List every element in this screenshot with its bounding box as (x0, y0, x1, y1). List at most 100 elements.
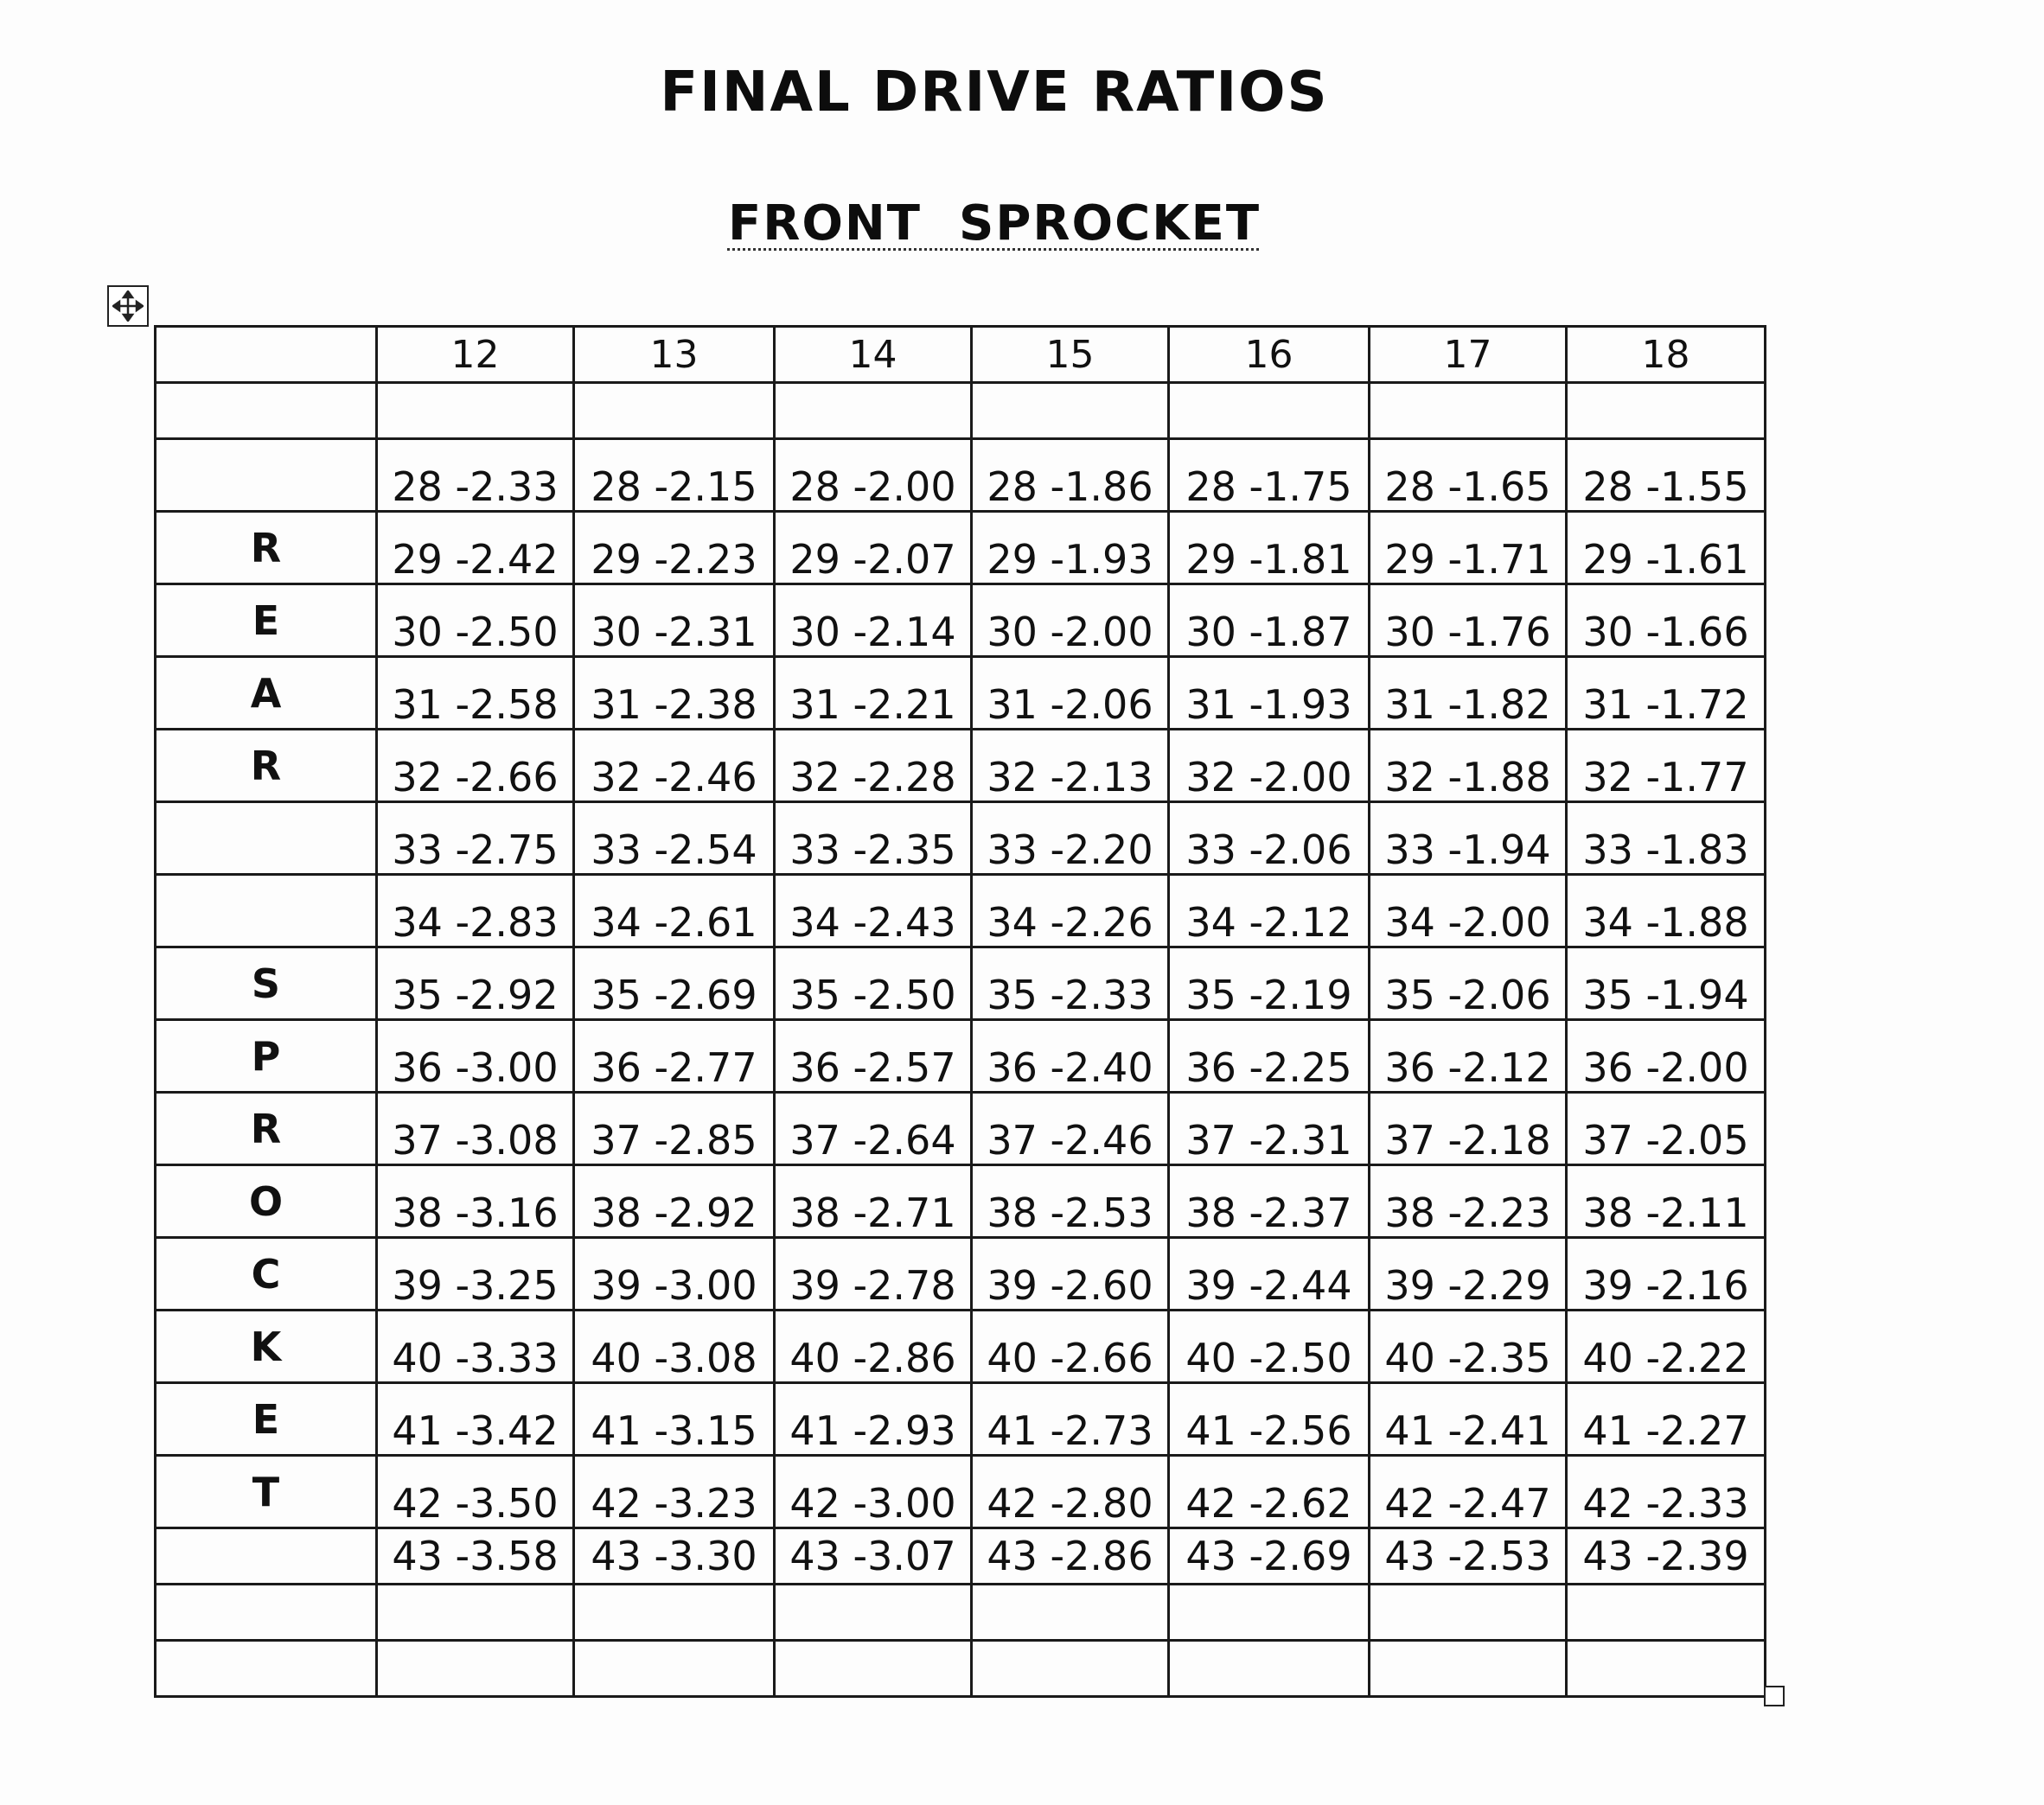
empty-cell (1368, 1639, 1568, 1698)
ratio-cell: 30 -1.66 (1565, 583, 1766, 658)
ratio-cell: 37 -2.31 (1167, 1091, 1370, 1166)
ratio-cell: 34 -1.88 (1565, 873, 1766, 948)
ratio-cell: 39 -2.44 (1167, 1236, 1370, 1311)
blank-row (154, 1583, 1766, 1642)
ratio-cell: 41 -2.56 (1167, 1381, 1370, 1457)
rear-sprocket-label-letter: T (154, 1454, 378, 1529)
table-row: P 36 -3.00 36 -2.77 36 -2.57 36 -2.40 36 -2.2… (154, 1018, 1766, 1094)
ratio-cell: 33 -2.20 (970, 800, 1170, 876)
rear-sprocket-label-letter: P (154, 1018, 378, 1094)
ratio-cell: 38 -2.71 (773, 1164, 973, 1239)
final-drive-table: 12 13 14 15 16 17 18 28 -2.33 28 -2.15 28 … (154, 325, 1766, 1698)
empty-cell (154, 381, 378, 440)
ratio-cell: 34 -2.61 (572, 873, 776, 948)
empty-cell (1368, 1583, 1568, 1642)
ratio-cell: 28 -1.75 (1167, 437, 1370, 513)
ratio-cell: 31 -2.21 (773, 655, 973, 730)
table-row: 34 -2.83 34 -2.61 34 -2.43 34 -2.26 34 -2.12… (154, 873, 1766, 948)
ratio-cell: 32 -2.13 (970, 728, 1170, 803)
rear-sprocket-label-letter (154, 800, 378, 876)
ratio-cell: 32 -2.28 (773, 728, 973, 803)
ratio-cell: 31 -1.82 (1368, 655, 1568, 730)
ratio-cell: 36 -2.00 (1565, 1018, 1766, 1094)
ratio-cell: 30 -2.31 (572, 583, 776, 658)
front-sprocket-header: 13 (572, 325, 776, 384)
ratio-cell: 35 -2.06 (1368, 946, 1568, 1021)
ratio-cell: 37 -2.46 (970, 1091, 1170, 1166)
empty-cell (375, 1639, 575, 1698)
ratio-cell: 38 -2.37 (1167, 1164, 1370, 1239)
ratio-cell: 42 -2.62 (1167, 1454, 1370, 1529)
ratio-cell: 36 -2.12 (1368, 1018, 1568, 1094)
ratio-cell: 29 -2.07 (773, 510, 973, 585)
section-heading: FRONT SPROCKET (0, 195, 1989, 252)
ratio-cell: 41 -3.15 (572, 1381, 776, 1457)
table-row: 33 -2.75 33 -2.54 33 -2.35 33 -2.20 33 -2.06… (154, 800, 1766, 876)
ratio-cell: 41 -3.42 (375, 1381, 575, 1457)
ratio-cell: 29 -1.81 (1167, 510, 1370, 585)
ratio-cell: 32 -2.66 (375, 728, 575, 803)
rear-sprocket-label-letter (154, 1527, 378, 1585)
ratio-cell: 36 -2.57 (773, 1018, 973, 1094)
ratio-cell: 34 -2.00 (1368, 873, 1568, 948)
ratio-cell: 33 -2.35 (773, 800, 973, 876)
empty-cell (154, 1639, 378, 1698)
empty-cell (1565, 381, 1766, 440)
ratio-cell: 43 -2.69 (1167, 1527, 1370, 1585)
table-row: R 37 -3.08 37 -2.85 37 -2.64 37 -2.46 37 -2.3… (154, 1091, 1766, 1166)
empty-cell (773, 1639, 973, 1698)
ratio-cell: 38 -2.23 (1368, 1164, 1568, 1239)
ratio-cell: 28 -2.00 (773, 437, 973, 513)
table-row: A 31 -2.58 31 -2.38 31 -2.21 31 -2.06 31 -1.9… (154, 655, 1766, 730)
ratio-cell: 30 -2.14 (773, 583, 973, 658)
section-heading-text: FRONT SPROCKET (727, 195, 1262, 252)
ratio-cell: 37 -2.85 (572, 1091, 776, 1166)
ratio-cell: 31 -2.06 (970, 655, 1170, 730)
rear-sprocket-label-letter (154, 437, 378, 513)
table-resize-handle[interactable] (1764, 1686, 1785, 1706)
ratio-cell: 40 -3.33 (375, 1309, 575, 1384)
ratio-cell: 34 -2.43 (773, 873, 973, 948)
ratio-cell: 37 -2.18 (1368, 1091, 1568, 1166)
ratio-cell: 31 -1.93 (1167, 655, 1370, 730)
ratio-cell: 29 -1.71 (1368, 510, 1568, 585)
ratio-cell: 43 -2.86 (970, 1527, 1170, 1585)
ratio-cell: 33 -1.94 (1368, 800, 1568, 876)
empty-cell (1167, 1639, 1370, 1698)
move-arrows-icon (112, 290, 144, 322)
empty-cell (1565, 1583, 1766, 1642)
ratio-cell: 35 -2.19 (1167, 946, 1370, 1021)
ratio-cell: 35 -2.33 (970, 946, 1170, 1021)
ratio-cell: 40 -2.86 (773, 1309, 973, 1384)
ratio-cell: 28 -2.15 (572, 437, 776, 513)
table-move-handle[interactable] (107, 285, 149, 327)
ratio-cell: 36 -2.40 (970, 1018, 1170, 1094)
ratio-cell: 38 -3.16 (375, 1164, 575, 1239)
ratio-cell: 40 -3.08 (572, 1309, 776, 1384)
front-sprocket-header: 14 (773, 325, 973, 384)
ratio-cell: 33 -2.54 (572, 800, 776, 876)
empty-cell (773, 381, 973, 440)
empty-cell (375, 381, 575, 440)
table-row: K 40 -3.33 40 -3.08 40 -2.86 40 -2.66 40 -2.5… (154, 1309, 1766, 1384)
table-row: E 30 -2.50 30 -2.31 30 -2.14 30 -2.00 30 -1.8… (154, 583, 1766, 658)
ratio-cell: 34 -2.26 (970, 873, 1170, 948)
table-row: R 29 -2.42 29 -2.23 29 -2.07 29 -1.93 29 -1.8… (154, 510, 1766, 585)
rear-sprocket-label-letter: O (154, 1164, 378, 1239)
ratio-cell: 39 -3.25 (375, 1236, 575, 1311)
ratio-cell: 42 -3.23 (572, 1454, 776, 1529)
ratio-cell: 37 -2.05 (1565, 1091, 1766, 1166)
ratio-cell: 39 -2.60 (970, 1236, 1170, 1311)
blank-row (154, 1639, 1766, 1698)
table-row: R 32 -2.66 32 -2.46 32 -2.28 32 -2.13 32 -2.0… (154, 728, 1766, 803)
ratio-cell: 31 -2.38 (572, 655, 776, 730)
ratio-cell: 33 -2.06 (1167, 800, 1370, 876)
ratio-cell: 39 -2.16 (1565, 1236, 1766, 1311)
ratio-cell: 28 -2.33 (375, 437, 575, 513)
rear-sprocket-label-letter: C (154, 1236, 378, 1311)
ratio-cell: 32 -1.77 (1565, 728, 1766, 803)
ratio-cell: 37 -2.64 (773, 1091, 973, 1166)
rear-sprocket-label-letter: S (154, 946, 378, 1021)
ratio-cell: 36 -2.77 (572, 1018, 776, 1094)
ratio-cell: 38 -2.11 (1565, 1164, 1766, 1239)
